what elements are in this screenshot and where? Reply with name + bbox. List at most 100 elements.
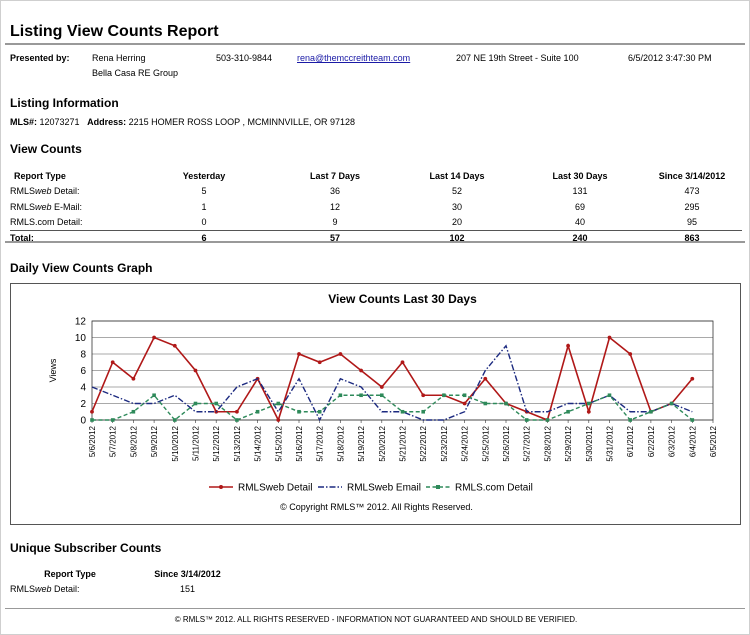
data-point <box>421 393 426 398</box>
row-label: RMLSweb E-Mail: <box>10 201 83 212</box>
data-point <box>400 409 405 414</box>
col-last-30: Last 30 Days <box>552 170 608 181</box>
data-point <box>193 401 198 406</box>
line-chart: View Counts Last 30 Days 0 2 4 6 8 10 12 Views 5/… <box>48 292 718 494</box>
cell: 151 <box>179 584 196 595</box>
agent-company: Bella Casa RE Group <box>92 68 179 78</box>
x-tick-label: 5/28/2012 <box>543 425 552 461</box>
data-point <box>317 360 322 365</box>
data-point <box>152 393 156 398</box>
data-point <box>110 360 115 365</box>
col-last-7: Last 7 Days <box>309 170 361 181</box>
x-tick-label: 6/4/2012 <box>688 425 697 457</box>
view-counts-heading: View Counts <box>10 142 82 156</box>
cell: 131 <box>572 186 588 197</box>
legend-label: RMLS.com Detail <box>455 483 533 494</box>
data-point <box>152 335 157 340</box>
data-point <box>276 401 281 406</box>
cell: 102 <box>396 229 518 246</box>
x-tick-label: 5/24/2012 <box>461 425 470 461</box>
series-line <box>91 336 693 423</box>
x-tick-label: 5/31/2012 <box>606 425 615 461</box>
y-tick-label: 12 <box>75 317 87 328</box>
y-tick-label: 8 <box>80 350 86 361</box>
x-tick-label: 5/25/2012 <box>481 425 490 461</box>
x-tick-label: 5/27/2012 <box>523 425 532 461</box>
subscriber-table: Report Type Since 3/14/2012 RMLSweb Deta… <box>10 566 245 597</box>
cell: 30 <box>451 201 462 212</box>
table-header-row: Report Type Yesterday Last 7 Days Last 1… <box>10 168 742 184</box>
cell: 5 <box>201 186 207 197</box>
view-counts-divider <box>5 241 745 243</box>
y-tick-label: 0 <box>80 416 86 427</box>
legend-label: RMLSweb Detail <box>238 483 312 494</box>
cell: 9 <box>332 217 338 227</box>
row-label: RMLSweb Detail: <box>10 584 80 595</box>
data-point <box>297 409 301 414</box>
cell: 95 <box>686 217 697 227</box>
page-footer: © RMLS™ 2012. ALL RIGHTS RESERVED - INFO… <box>174 615 578 624</box>
x-tick-label: 5/23/2012 <box>440 425 449 461</box>
data-point <box>359 393 363 398</box>
data-point <box>255 409 260 414</box>
cell: 6 <box>134 229 274 246</box>
x-tick-label: 5/10/2012 <box>171 425 180 461</box>
cell: 0 <box>201 217 207 227</box>
x-tick-label: 6/2/2012 <box>647 425 656 457</box>
data-point <box>338 352 343 356</box>
cell: 295 <box>684 201 700 212</box>
cell: 52 <box>451 186 462 197</box>
cell: 57 <box>274 229 396 246</box>
row-label: RMLSweb Detail: <box>10 186 80 197</box>
data-point <box>566 409 570 414</box>
series-line <box>92 394 693 421</box>
agent-phone: 503-310-9844 <box>216 53 273 63</box>
legend-marker <box>436 485 440 489</box>
data-point <box>173 418 177 422</box>
data-point <box>338 393 343 398</box>
data-point <box>628 418 632 422</box>
cell: 40 <box>574 217 585 227</box>
data-point <box>379 385 384 389</box>
series-line <box>91 344 693 422</box>
agent-email-link[interactable]: rena@themccreithteam.com <box>297 53 411 63</box>
legend-label: RMLSweb Email <box>347 483 421 494</box>
data-point <box>110 418 115 422</box>
col-last-14: Last 14 Days <box>429 170 485 181</box>
col-report-type: Report Type <box>44 568 96 579</box>
report-datetime: 6/5/2012 3:47:30 PM <box>628 53 712 63</box>
address-value: 2215 HOMER ROSS LOOP , MCMINNVILLE, OR 9… <box>128 117 356 127</box>
agent-name: Rena Herring <box>92 53 146 63</box>
data-point <box>483 401 488 406</box>
x-tick-label: 5/18/2012 <box>336 425 345 461</box>
table-row: RMLSweb Detail: 5 36 52 131 473 <box>10 184 742 200</box>
data-point <box>214 401 218 406</box>
data-point <box>400 360 405 365</box>
data-point <box>690 376 695 381</box>
data-point <box>359 368 363 373</box>
data-point <box>421 409 425 414</box>
data-point <box>193 368 198 373</box>
data-point <box>380 393 384 398</box>
x-tick-label: 5/16/2012 <box>295 425 304 461</box>
cell: 863 <box>642 229 742 246</box>
mls-value: 12073271 <box>39 117 80 127</box>
address-label: Address: <box>87 117 127 127</box>
data-point <box>235 418 239 422</box>
mls-label: MLS#: <box>10 117 37 127</box>
data-point <box>235 409 239 414</box>
x-tick-label: 5/7/2012 <box>109 425 118 457</box>
y-tick-label: 2 <box>80 399 86 410</box>
data-point <box>545 418 550 422</box>
x-tick-label: 5/11/2012 <box>192 425 201 461</box>
subscriber-heading: Unique Subscriber Counts <box>10 541 162 555</box>
table-row: RMLSweb Detail: 151 <box>10 582 245 598</box>
footer-divider <box>5 608 745 609</box>
data-point <box>504 401 508 406</box>
report-title: Listing View Counts Report <box>10 23 219 40</box>
x-tick-label: 6/1/2012 <box>626 425 635 457</box>
chart-copyright: © Copyright RMLS™ 2012. All Rights Reser… <box>280 502 473 512</box>
col-since: Since 3/14/2012 <box>658 170 726 181</box>
x-tick-label: 5/9/2012 <box>150 425 159 457</box>
